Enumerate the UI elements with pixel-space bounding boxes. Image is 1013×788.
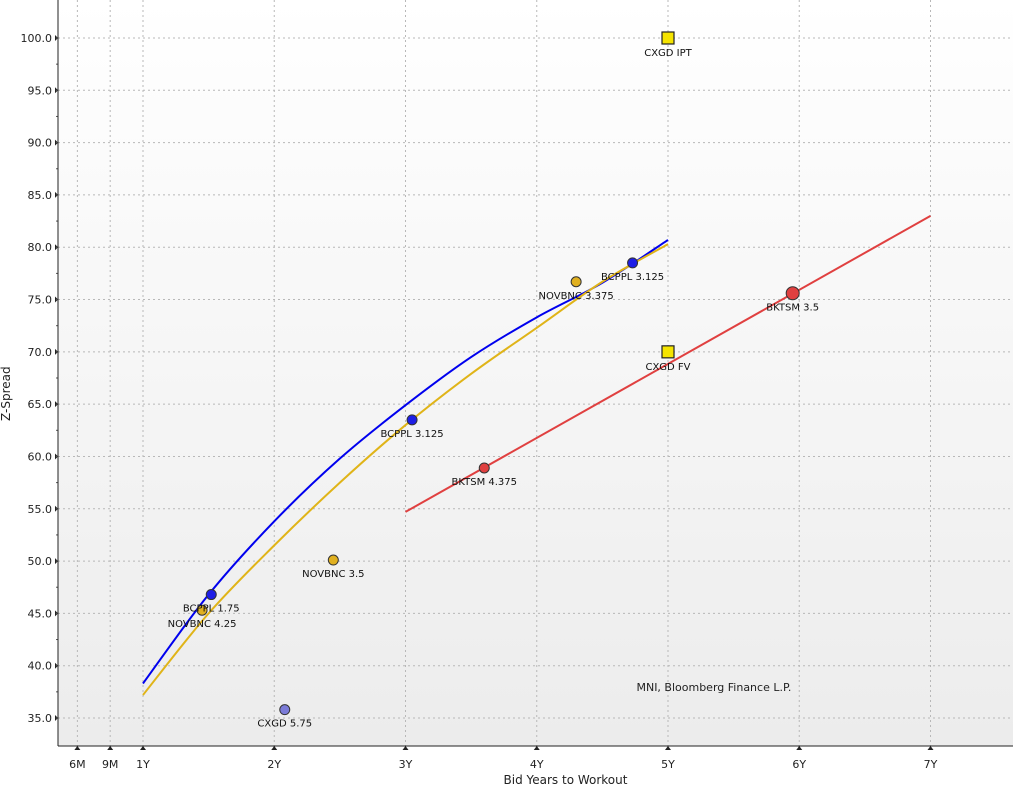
point-labels: BCPPL 1.75 BCPPL 3.125 BCPPL 3.125 NOVBNC 4… [168,48,819,730]
gridlines [58,0,1013,746]
x-tick-arrow [74,746,81,750]
point-label: NOVBNC 3.5 [302,569,364,580]
point-marker [196,604,208,616]
y-tick-label: 85.0 [28,189,53,202]
y-tick-label: 70.0 [28,346,53,359]
x-tick-label: 1Y [136,758,150,771]
point-marker [205,589,217,601]
point-marker [627,257,639,269]
y-tick-label: 95.0 [28,84,53,97]
y-tick-label: 65.0 [28,398,53,411]
y-tick-label: 45.0 [28,607,53,620]
x-tick-arrow [796,746,803,750]
x-tick-arrow [402,746,409,750]
x-tick-label: 3Y [399,758,413,771]
y-tick-label: 35.0 [28,712,53,725]
x-tick-arrow [271,746,278,750]
point-marker [785,286,800,301]
y-axis-title: Z-Spread [0,366,13,421]
fit-curve [142,239,669,685]
y-tick-label: 100.0 [21,32,53,45]
plot-area [58,0,1013,746]
fit-curves [142,214,931,696]
x-tick-arrow [140,746,146,750]
x-tick-label: 6Y [792,758,806,771]
square-marker [661,31,675,45]
point-label: CXGD FV [645,362,690,373]
point-label: CXGD IPT [644,48,692,59]
point-marker [327,554,339,566]
x-tick-label: 9M [102,758,119,771]
x-tick-label: 7Y [924,758,938,771]
y-tick-label: 90.0 [28,137,53,150]
point-label: BCPPL 1.75 [183,604,240,615]
point-marker [406,414,418,426]
x-tick-label: 5Y [661,758,675,771]
y-tick-label: 40.0 [28,660,53,673]
y-tick-label: 75.0 [28,294,53,307]
point-label: BKTSM 4.375 [451,477,517,488]
y-tick-label: 50.0 [28,555,53,568]
point-label: BCPPL 3.125 [601,272,664,283]
point-label: NOVBNC 3.375 [539,291,614,302]
y-tick-label: 80.0 [28,241,53,254]
y-tick-label: 55.0 [28,503,53,516]
x-tick-arrow [533,746,540,750]
point-label: CXGD 5.75 [257,719,312,730]
source-note: MNI, Bloomberg Finance L.P. [636,681,791,694]
fit-curve [405,214,931,513]
axes: 35.0 40.0 45.0 50.0 55.0 60.0 65.0 70.0 75.0 80.0… [21,0,1013,771]
point-marker [478,462,490,474]
square-marker [661,345,675,359]
data-points [196,31,800,716]
point-label: BKTSM 3.5 [766,302,819,313]
x-tick-label: 4Y [530,758,544,771]
x-tick-label: 6M [69,758,86,771]
fit-curve [142,243,669,696]
x-tick-label: 2Y [267,758,281,771]
x-tick-arrow [927,746,934,750]
x-axis-title: Bid Years to Workout [504,773,628,787]
point-label: BCPPL 3.125 [381,429,444,440]
y-tick-label: 60.0 [28,450,53,463]
x-tick-arrow [107,746,114,750]
point-label: NOVBNC 4.25 [168,619,237,630]
x-tick-arrow [665,746,671,750]
point-marker [279,704,291,716]
point-marker [570,276,582,288]
